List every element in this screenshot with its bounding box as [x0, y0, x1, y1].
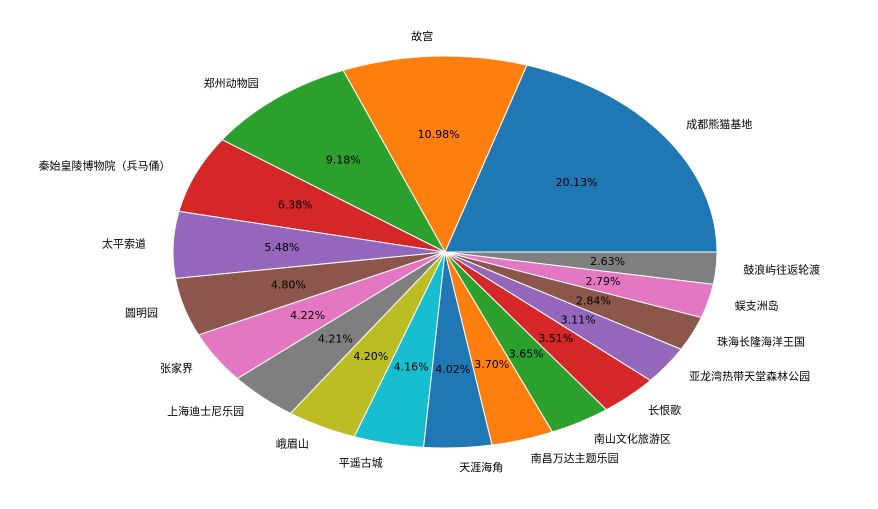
pie-slice	[221, 69, 447, 254]
slice-name-label: 上海迪士尼乐园	[167, 404, 244, 418]
slice-name-label: 长恨歌	[648, 403, 681, 417]
slice-percent-label: 10.98%	[418, 128, 460, 141]
slice-name-label: 故宫	[411, 29, 433, 43]
slice-name-label: 成都熊猫基地	[686, 117, 752, 131]
slice-percent-label: 4.02%	[435, 363, 470, 376]
slice-name-label: 南山文化旅游区	[594, 432, 671, 446]
slice-percent-label: 4.20%	[353, 350, 388, 363]
slice-percent-label: 3.65%	[509, 348, 544, 361]
slice-name-label: 南昌万达主题乐园	[531, 452, 619, 465]
slice-percent-label: 5.48%	[264, 241, 299, 254]
slice-name-label: 太平索道	[102, 237, 146, 251]
slice-percent-label: 2.63%	[590, 255, 625, 268]
slice-name-label: 天涯海角	[459, 460, 503, 474]
slice-percent-label: 2.84%	[576, 295, 611, 308]
slice-percent-label: 2.79%	[586, 275, 621, 288]
slice-name-label: 张家界	[160, 361, 193, 375]
slice-percent-label: 4.16%	[394, 361, 429, 374]
slice-percent-label: 20.13%	[556, 176, 598, 189]
slice-name-label: 蜈支洲岛	[735, 299, 779, 313]
slice-name-label: 圆明园	[125, 306, 158, 319]
slice-name-label: 平遥古城	[339, 456, 383, 469]
slice-percent-label: 3.11%	[561, 314, 596, 327]
pie-slice	[342, 55, 528, 254]
slice-name-label: 郑州动物园	[204, 76, 259, 90]
slice-percent-label: 4.21%	[318, 333, 353, 346]
slice-name-label: 珠海长隆海洋王国	[717, 334, 805, 348]
pie-slice	[444, 251, 718, 285]
slice-percent-label: 4.80%	[271, 279, 306, 292]
slice-name-label: 秦始皇陵博物院（兵马俑）	[39, 159, 171, 173]
slice-name-label: 亚龙湾热带天堂森林公园	[689, 369, 810, 383]
slice-percent-label: 9.18%	[326, 154, 361, 167]
pie-slice	[444, 64, 718, 253]
slice-name-label: 鼓浪屿往返轮渡	[743, 262, 820, 276]
slice-percent-label: 3.70%	[474, 358, 509, 371]
slice-percent-label: 3.51%	[538, 332, 573, 345]
slice-percent-label: 6.38%	[278, 199, 313, 212]
slice-name-label: 峨眉山	[276, 438, 309, 451]
slice-percent-label: 4.22%	[290, 309, 325, 322]
